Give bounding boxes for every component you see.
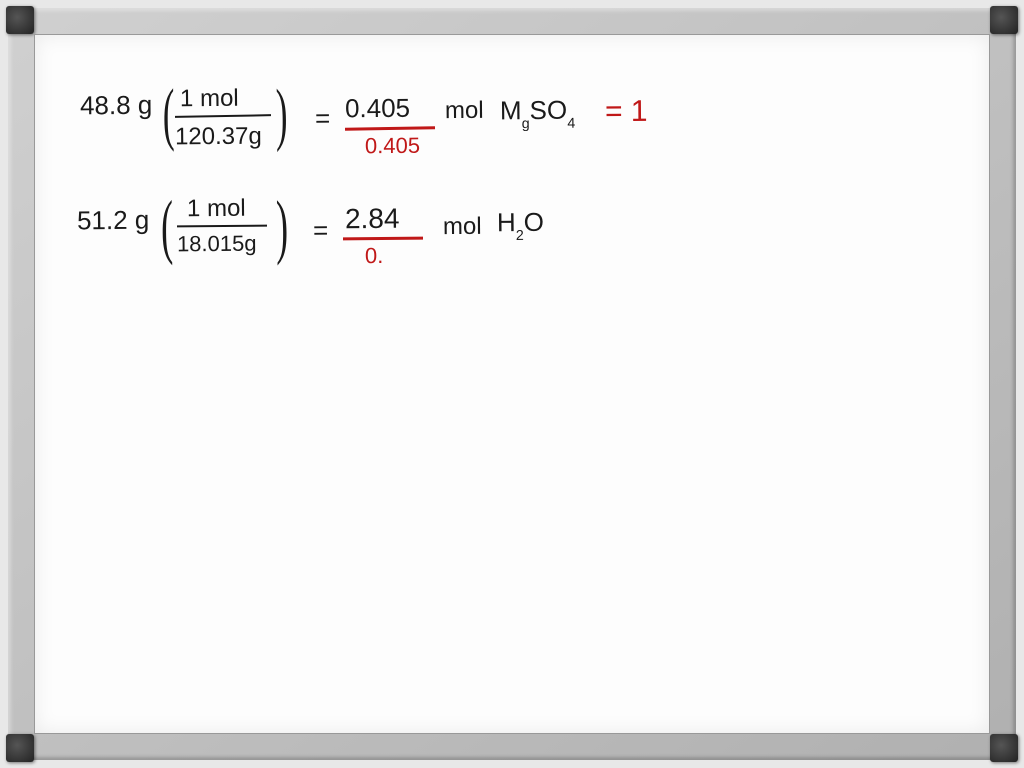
eq2-fraction-bar <box>177 225 267 228</box>
eq1-compound-g: g <box>522 116 530 132</box>
eq1-mass: 48.8 g <box>80 90 153 122</box>
eq1-red-divisor: 0.405 <box>365 133 420 159</box>
eq1-compound: MgSO4 <box>500 95 575 130</box>
eq1-equals: = <box>315 103 330 134</box>
eq1-compound-O: O <box>547 95 567 125</box>
eq2-left-paren: ( <box>161 185 174 268</box>
eq1-red-division-bar <box>345 126 435 130</box>
eq2-mass: 51.2 g <box>77 205 150 237</box>
eq1-denominator: 120.37g <box>175 123 262 152</box>
eq2-compound-2: 2 <box>516 228 524 244</box>
eq2-equals: = <box>313 215 328 246</box>
eq1-compound-4: 4 <box>567 116 575 132</box>
eq2-mol-label: mol <box>443 213 482 241</box>
whiteboard-surface: 48.8 g ( 1 mol 120.37g ) = 0.405 0.405 m… <box>34 34 990 734</box>
eq2-compound: H2O <box>497 207 544 242</box>
eq1-right-paren: ) <box>275 75 287 155</box>
frame-corner-tl <box>6 6 34 34</box>
eq1-numerator: 1 mol <box>180 85 239 114</box>
eq2-compound-H: H <box>497 207 516 237</box>
frame-corner-bl <box>6 734 34 762</box>
eq2-right-paren: ) <box>276 185 289 268</box>
eq1-compound-M: M <box>500 95 522 125</box>
eq1-red-equals-one: = 1 <box>605 95 648 129</box>
eq1-result: 0.405 <box>345 93 410 125</box>
eq1-mol-label: mol <box>445 97 484 125</box>
eq2-denominator: 18.015g <box>177 231 257 258</box>
eq1-fraction-bar <box>175 114 271 118</box>
eq1-compound-S: S <box>529 95 547 125</box>
eq2-result: 2.84 <box>345 203 400 235</box>
eq2-compound-O: O <box>524 207 544 237</box>
eq2-numerator: 1 mol <box>187 195 246 224</box>
eq1-left-paren: ( <box>162 75 174 155</box>
whiteboard-frame: 48.8 g ( 1 mol 120.37g ) = 0.405 0.405 m… <box>8 8 1016 760</box>
frame-corner-br <box>990 734 1018 762</box>
eq2-red-divisor: 0. <box>365 243 384 269</box>
frame-corner-tr <box>990 6 1018 34</box>
eq2-red-division-bar <box>343 237 423 240</box>
